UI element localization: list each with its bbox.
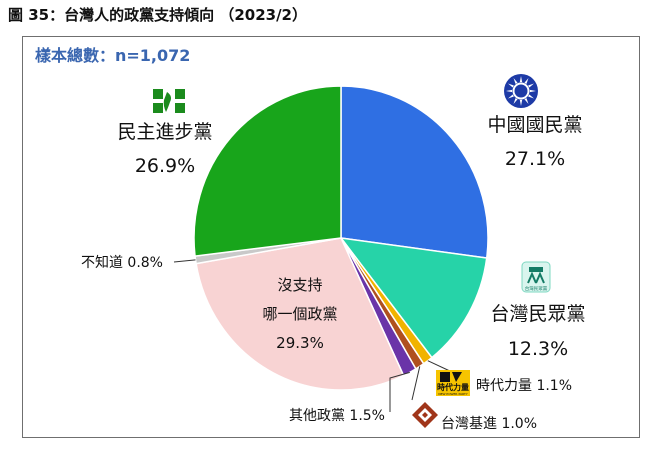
label-tsp: 台灣基進 1.0% <box>441 415 537 432</box>
tpp-logo-text: 台灣民眾黨 <box>525 285 548 292</box>
figure-title: 圖 35：台灣人的政黨支持傾向 （2023/2） <box>8 6 307 24</box>
tpp-logo: 台灣民眾黨 <box>521 261 551 293</box>
tsp-logo <box>412 402 438 428</box>
sample-size-label: 樣本總數：n=1,072 <box>35 46 191 65</box>
label-unknown: 不知道 0.8% <box>81 254 163 271</box>
label-none-line2: 哪一個政黨 <box>262 305 337 323</box>
leader-line-tsp <box>411 366 421 401</box>
label-dpp-name: 民主進步黨 <box>117 121 212 143</box>
label-other: 其他政黨 1.5% <box>289 408 385 424</box>
label-dpp-pct: 26.9% <box>135 155 195 177</box>
label-tpp-name: 台灣民眾黨 <box>490 303 585 325</box>
label-npp: 時代力量 1.1% <box>476 378 572 394</box>
dpp-logo <box>152 88 186 114</box>
leader-line-unknown <box>173 259 196 263</box>
pie-slice-tpp <box>339 237 488 359</box>
npp-logo-subtext: NEW POWER PARTY <box>438 392 467 396</box>
leader-line-other <box>389 371 410 412</box>
npp-logo-text: 時代力量 <box>437 382 469 392</box>
label-none-pct: 29.3% <box>276 334 324 352</box>
pie-slice-kmt <box>340 85 489 259</box>
pie-slice-none <box>195 237 405 391</box>
pie-slices <box>193 85 489 391</box>
label-tpp-pct: 12.3% <box>508 338 568 360</box>
label-none-line1: 沒支持 <box>277 276 322 294</box>
label-kmt-name: 中國國民黨 <box>487 114 582 136</box>
pie-slice-dpp <box>193 85 342 257</box>
label-kmt-pct: 27.1% <box>505 148 565 170</box>
kmt-sun-logo <box>504 74 538 108</box>
